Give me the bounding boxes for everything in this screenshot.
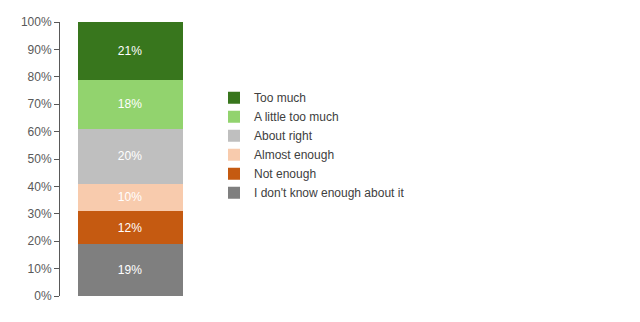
- svg-text:100%: 100%: [21, 15, 52, 29]
- svg-text:30%: 30%: [28, 207, 52, 221]
- svg-text:A little too much: A little too much: [254, 110, 339, 124]
- svg-text:Not enough: Not enough: [254, 167, 316, 181]
- svg-text:Too much: Too much: [254, 91, 306, 105]
- svg-text:40%: 40%: [28, 180, 52, 194]
- svg-text:12%: 12%: [118, 221, 142, 235]
- svg-text:70%: 70%: [28, 97, 52, 111]
- svg-text:19%: 19%: [118, 263, 142, 277]
- svg-text:Almost enough: Almost enough: [254, 148, 334, 162]
- svg-text:90%: 90%: [28, 43, 52, 57]
- svg-text:18%: 18%: [118, 97, 142, 111]
- svg-text:20%: 20%: [28, 234, 52, 248]
- svg-text:0%: 0%: [34, 289, 52, 303]
- svg-text:About right: About right: [254, 129, 313, 143]
- svg-text:I don't know enough about it: I don't know enough about it: [254, 186, 404, 200]
- svg-text:21%: 21%: [118, 44, 142, 58]
- svg-text:10%: 10%: [118, 190, 142, 204]
- svg-text:50%: 50%: [28, 152, 52, 166]
- svg-text:60%: 60%: [28, 125, 52, 139]
- svg-text:10%: 10%: [28, 262, 52, 276]
- svg-text:80%: 80%: [28, 70, 52, 84]
- svg-text:20%: 20%: [118, 149, 142, 163]
